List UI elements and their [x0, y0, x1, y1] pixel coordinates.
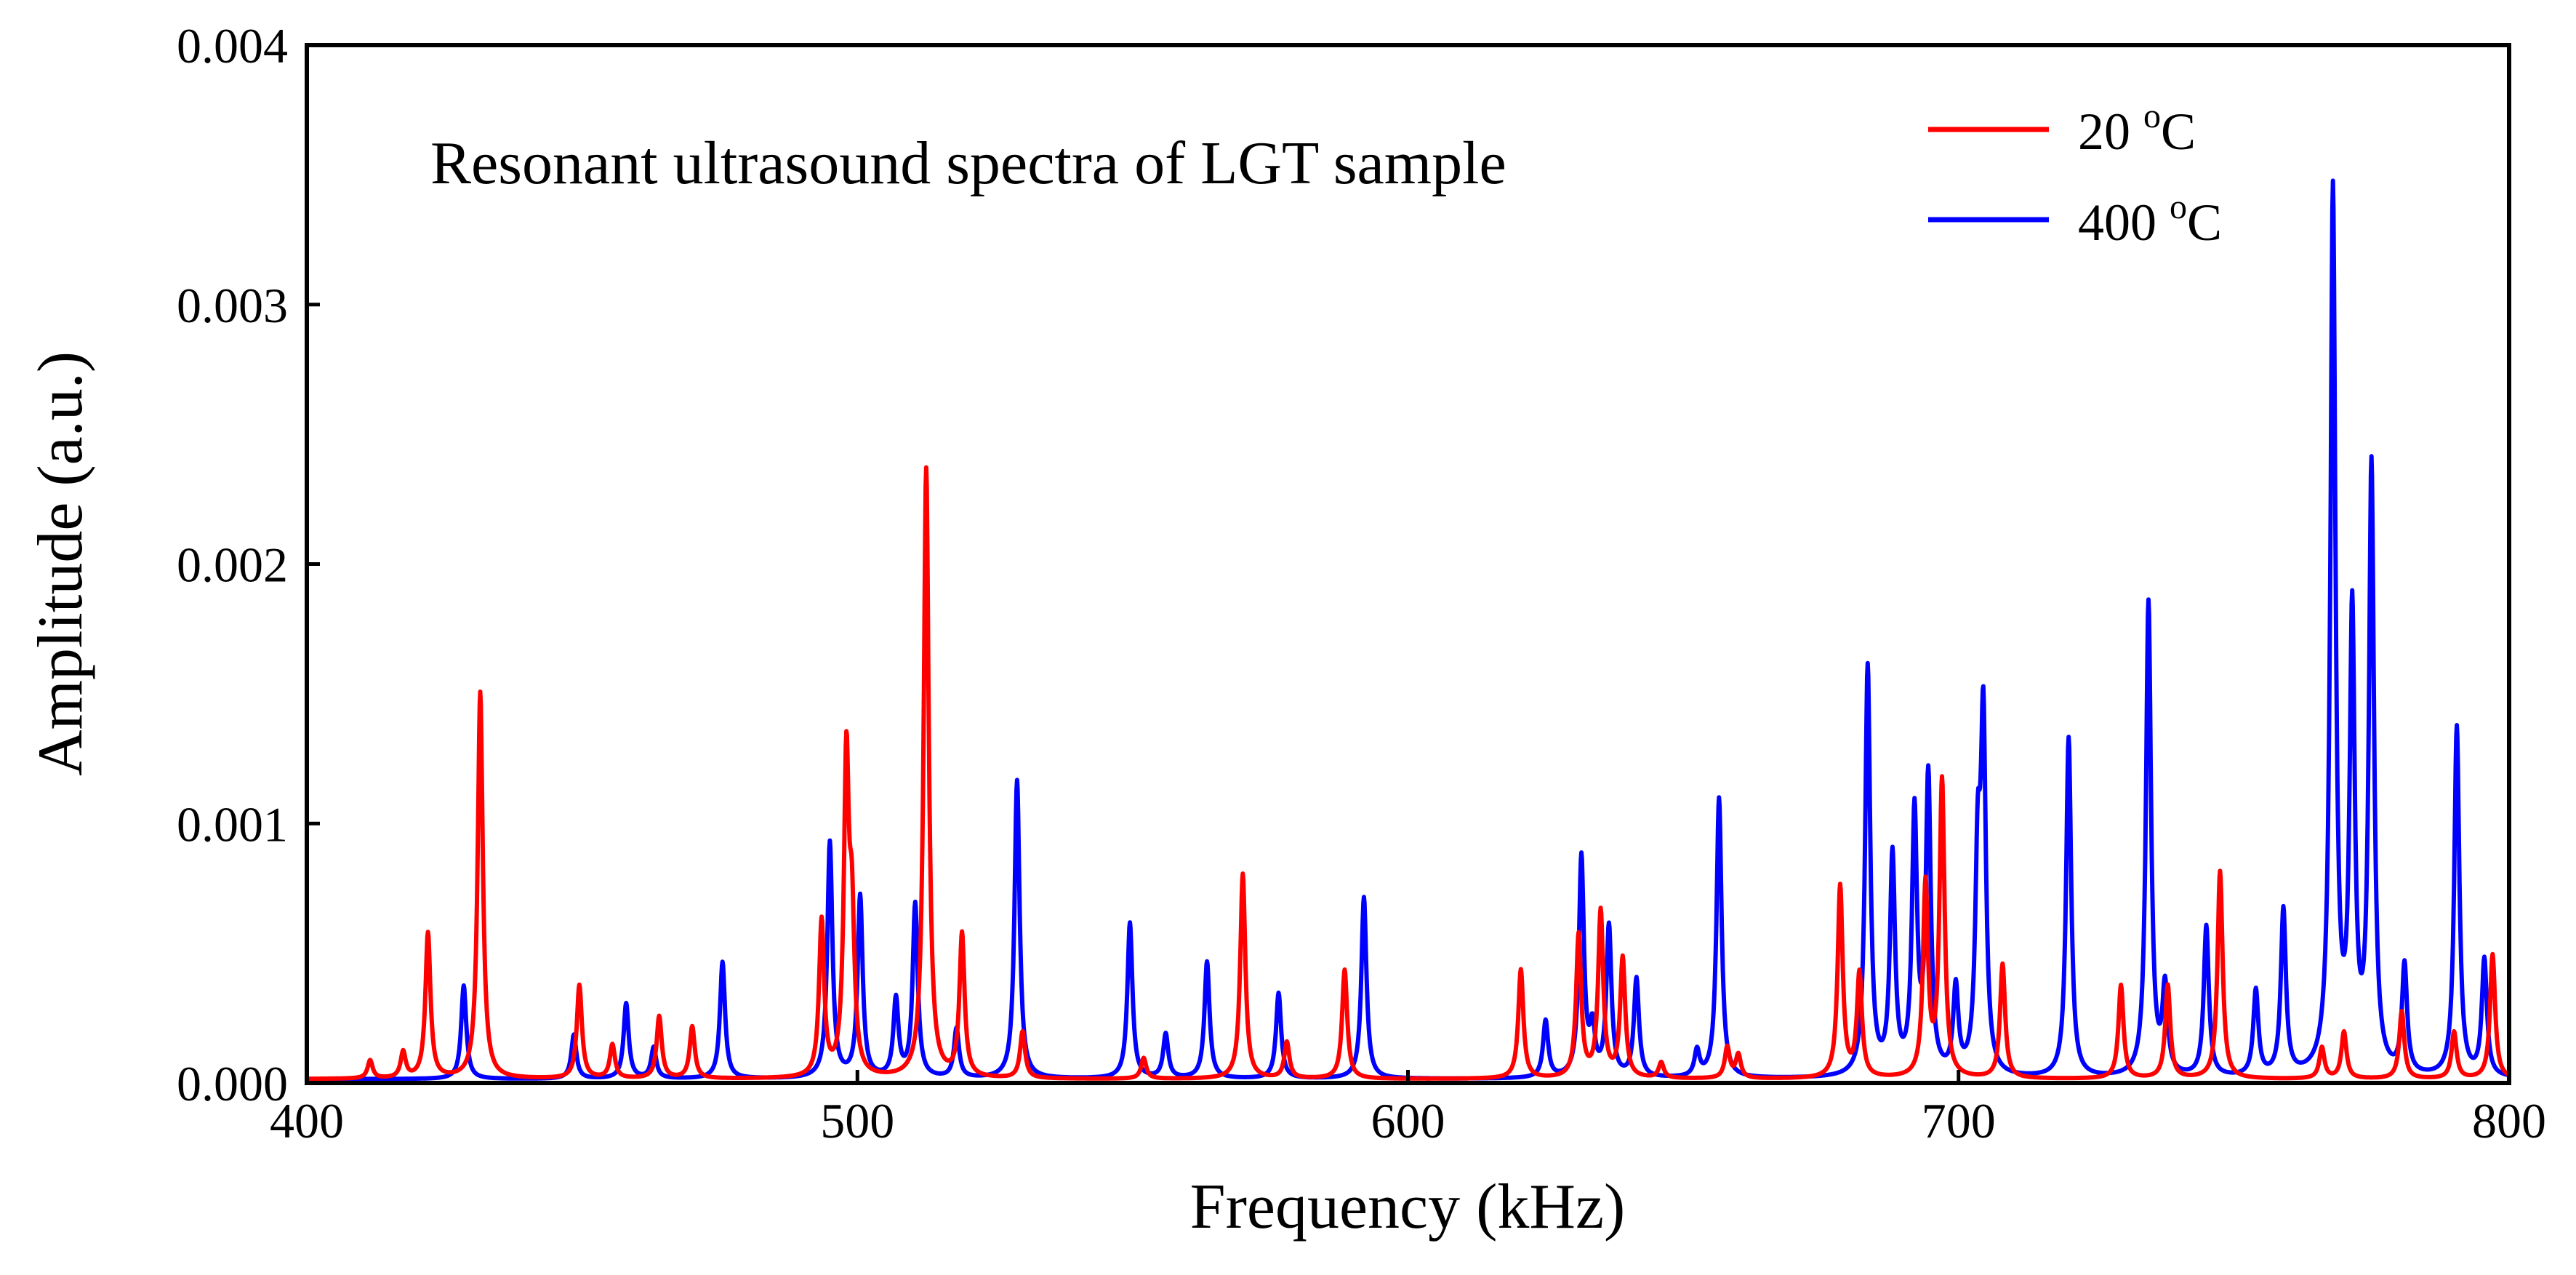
x-tick-label: 400 [270, 1093, 344, 1148]
legend: 20 oC 400 oC [1928, 97, 2222, 252]
legend-label-20c: 20 oC [2078, 97, 2196, 161]
y-tick-label: 0.004 [177, 18, 288, 73]
x-tick-label: 800 [2472, 1093, 2546, 1148]
ticks-layer: 400 500 600 700 800 0.000 0.001 0.002 0.003 0.004 [177, 18, 2546, 1148]
x-tick-label: 600 [1371, 1093, 1445, 1148]
x-tick-label: 500 [820, 1093, 894, 1148]
x-tick-label: 700 [1922, 1093, 1996, 1148]
y-axis-label: Amplitude (a.u.) [25, 351, 96, 776]
series-line-400c [307, 178, 2509, 1082]
chart-annotation: Resonant ultrasound spectra of LGT sampl… [430, 129, 1506, 197]
x-axis-label: Frequency (kHz) [1190, 1172, 1626, 1242]
legend-label-400c: 400 oC [2078, 188, 2222, 252]
y-tick-label: 0.000 [177, 1056, 288, 1111]
series-line-20c [307, 465, 2509, 1082]
y-tick-label: 0.003 [177, 278, 288, 333]
series-layer [307, 178, 2509, 1082]
y-tick-label: 0.002 [177, 537, 288, 593]
y-tick-label: 0.001 [177, 796, 288, 852]
